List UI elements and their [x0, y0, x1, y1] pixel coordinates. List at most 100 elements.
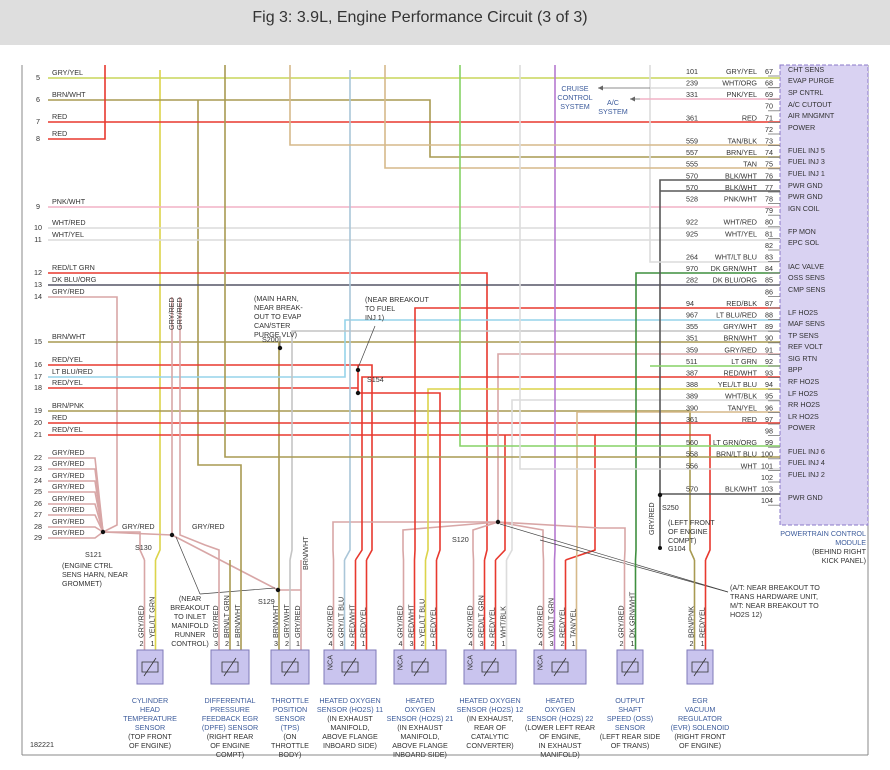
component-name: SENSOR (HO2S) 22: [527, 714, 594, 723]
wire-color-label: RED/YEL: [52, 378, 83, 387]
pin-number: 81: [765, 229, 773, 238]
pin-number: 98: [765, 427, 773, 436]
pcm-function: REF VOLT: [788, 342, 823, 351]
wire: [48, 491, 104, 533]
pin-number: 75: [765, 160, 773, 169]
wire: [505, 399, 780, 561]
pin-number: 82: [765, 241, 773, 250]
splice-note: NEAR BREAK-: [254, 303, 303, 312]
pin-number: 8: [36, 134, 40, 143]
pcm-function: OSS SENS: [788, 273, 825, 282]
pin-number: 1: [151, 639, 155, 648]
pcm-function: LF HO2S: [788, 389, 818, 398]
component-name: SENSOR: [275, 714, 305, 723]
pin-number: 1: [362, 639, 366, 648]
component-name: CYLINDER: [132, 696, 168, 705]
component-name: HEAD: [140, 705, 160, 714]
component-name: HEATED OXYGEN: [319, 696, 380, 705]
circuit-number: 570: [686, 485, 698, 494]
pin-number: 4: [469, 639, 473, 648]
pin-number: 2: [225, 639, 229, 648]
wire: [459, 65, 780, 447]
wire: [103, 531, 146, 561]
wire: [154, 70, 161, 561]
splice-dot: [657, 492, 663, 498]
pin-number: 92: [765, 357, 773, 366]
component-location: (IN EXHAUST,: [467, 714, 514, 723]
wire: [102, 531, 173, 536]
splice-id: S250: [662, 503, 679, 512]
pcm-function: SIG RTN: [788, 354, 817, 363]
wire-color-label: BRN/WHT: [52, 90, 86, 99]
splice-dot: [100, 529, 106, 535]
cruise-system: CONTROL: [557, 93, 592, 102]
pcm-function: A/C CUTOUT: [788, 100, 832, 109]
component-location: (LEFT REAR SIDE: [600, 732, 661, 741]
splice-dot: [355, 367, 361, 373]
pin-number: 2: [140, 639, 144, 648]
wire-color-label: RED: [742, 113, 757, 122]
circuit-number: 570: [686, 183, 698, 192]
splice-id: S154: [367, 375, 384, 384]
pin-number: 102: [761, 473, 773, 482]
nca-label: NCA: [395, 655, 404, 670]
pcm-location: (BEHIND RIGHT: [812, 547, 867, 556]
wire-color-label: TAN/BLK: [728, 137, 758, 146]
pcm-function: BPP: [788, 365, 803, 374]
pcm-function: POWER: [788, 123, 815, 132]
pcm-function: FUEL INJ 4: [788, 458, 825, 467]
pin-wire-label: GRY/RED: [325, 605, 334, 638]
pin-number: 6: [36, 95, 40, 104]
splice-id: S130: [135, 543, 152, 552]
component-name: DIFFERENTIAL: [204, 696, 255, 705]
component-name: REGULATOR: [678, 714, 722, 723]
component-location: MANIFOLD,: [330, 723, 369, 732]
pin-wire-label: RED/YEL: [487, 607, 496, 638]
pin-number: 1: [432, 639, 436, 648]
wire-color-label: WHT/RED: [723, 218, 757, 227]
pin-number: 14: [34, 292, 42, 301]
wire-label: GRY/RED: [122, 522, 155, 531]
circuit-number: 282: [686, 276, 698, 285]
wire-color-label: RED/YEL: [52, 355, 83, 364]
component-name: (EVR) SOLENOID: [671, 723, 730, 732]
pin-number: 16: [34, 360, 42, 369]
component-location: (LOWER LEFT REAR: [525, 723, 595, 732]
wire: [48, 526, 104, 533]
pin-wire-label: GRY/RED: [211, 605, 220, 638]
circuit-number: 390: [686, 403, 698, 412]
ac-system: A/C: [607, 98, 619, 107]
wire-color-label: WHT: [741, 461, 758, 470]
component-name: OXYGEN: [545, 705, 576, 714]
circuit-number: 361: [686, 415, 698, 424]
pin-number: 69: [765, 90, 773, 99]
component-location: (IN EXHAUST: [327, 714, 373, 723]
wire-color-label: RED: [52, 112, 67, 121]
pcm-function: FP MON: [788, 227, 816, 236]
wire-color-label: LT GRN: [731, 357, 757, 366]
component-name: SENSOR (HO2S) 12: [457, 705, 524, 714]
wire: [48, 319, 780, 378]
pcm-function: TP SENS: [788, 331, 819, 340]
sensor-box: [210, 649, 250, 685]
wire: [497, 521, 626, 561]
pcm-name: MODULE: [835, 538, 866, 547]
splice-note: OUT TO EVAP: [254, 312, 302, 321]
wire: [224, 65, 780, 458]
wire: [413, 307, 780, 561]
pin-number: 90: [765, 334, 773, 343]
wire-color-label: GRY/RED: [52, 471, 85, 480]
wire-color-label: BRN/WHT: [723, 334, 757, 343]
wire-color-label: GRY/RED: [52, 287, 85, 296]
component-name: HEATED OXYGEN: [459, 696, 520, 705]
pin-wire-label: GRY/RED: [616, 605, 625, 638]
pin-number: 93: [765, 369, 773, 378]
component-location: MANIFOLD,: [400, 732, 439, 741]
circuit-number: 387: [686, 369, 698, 378]
pin-wire-label: GRY/RED: [136, 605, 145, 638]
splice-note: INJ 1): [365, 313, 384, 322]
pin-number: 1: [236, 639, 240, 648]
pin-number: 1: [572, 639, 576, 648]
component-location: COMPT): [216, 750, 244, 759]
wire-color-label: TAN: [743, 160, 757, 169]
